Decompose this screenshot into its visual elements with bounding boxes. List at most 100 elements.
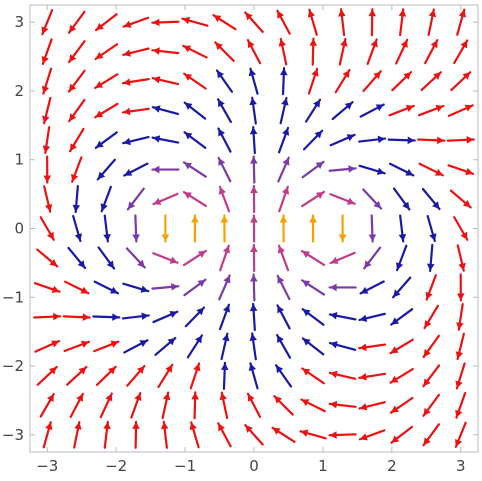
field-arrow: [447, 164, 475, 176]
field-arrow: [39, 392, 55, 418]
field-arrow: [181, 16, 209, 27]
field-arrow: [94, 43, 119, 61]
field-arrow: [249, 332, 257, 361]
field-arrow: [183, 72, 207, 90]
field-arrow: [309, 37, 318, 66]
field-arrow: [334, 68, 351, 94]
field-arrow: [358, 429, 386, 441]
field-arrow: [151, 18, 180, 27]
field-arrow: [68, 127, 85, 153]
field-arrow: [390, 425, 414, 444]
field-arrow: [329, 251, 356, 265]
field-arrow: [300, 398, 326, 413]
field-arrow: [328, 341, 357, 351]
field-arrow: [300, 249, 326, 266]
field-arrow: [183, 131, 207, 149]
field-arrow: [304, 98, 322, 123]
field-arrow: [191, 391, 199, 420]
field-arrow: [358, 135, 387, 144]
field-arrow: [328, 431, 357, 439]
field-arrow: [151, 165, 180, 174]
field-arrow: [126, 187, 145, 211]
field-arrow: [217, 156, 232, 183]
field-arrow: [151, 135, 180, 144]
field-arrow: [418, 162, 444, 177]
field-arrow: [338, 37, 348, 66]
x-tick-label: −1: [174, 457, 196, 475]
field-arrow: [250, 273, 258, 302]
field-arrow: [417, 136, 446, 145]
field-arrow: [72, 184, 81, 214]
field-arrow: [94, 13, 118, 32]
field-arrow: [36, 365, 58, 386]
field-arrow: [217, 422, 232, 448]
field-arrow: [151, 283, 180, 291]
field-arrow: [391, 71, 413, 92]
field-arrow: [217, 127, 232, 153]
field-arrow: [182, 249, 207, 267]
axis-ticks: [30, 5, 478, 452]
field-arrow: [33, 312, 62, 321]
field-arrow: [43, 155, 52, 184]
field-arrow: [152, 310, 179, 324]
y-tick-label: 2: [14, 82, 24, 100]
field-arrow: [358, 372, 387, 381]
field-arrow: [66, 365, 88, 386]
field-arrow: [455, 362, 466, 390]
field-arrow: [276, 333, 292, 359]
field-arrow: [68, 98, 86, 123]
field-arrow: [422, 393, 441, 417]
field-arrow: [279, 67, 288, 96]
field-arrow: [395, 38, 409, 65]
field-arrow: [366, 38, 378, 65]
field-arrow: [71, 156, 83, 183]
field-arrow: [417, 104, 445, 117]
field-arrow: [453, 216, 469, 241]
field-arrow: [151, 47, 180, 55]
field-arrow: [249, 302, 258, 331]
field-arrow: [67, 69, 86, 93]
field-arrow: [301, 308, 325, 326]
x-tick-label: 3: [456, 457, 466, 475]
x-axis-tick-labels: −3 −2 −1 0 1 2 3: [36, 457, 465, 475]
arrow-field: [33, 8, 475, 449]
field-arrow: [387, 136, 416, 145]
field-arrow: [42, 421, 53, 449]
field-arrow: [62, 313, 91, 321]
y-tick-label: −3: [2, 426, 24, 444]
field-arrow: [182, 191, 208, 208]
field-arrow: [328, 283, 357, 292]
field-arrow: [39, 216, 55, 241]
field-arrow: [100, 185, 112, 213]
field-arrow: [422, 334, 440, 359]
field-arrow: [331, 101, 354, 121]
field-arrow: [447, 104, 474, 117]
field-arrow: [161, 391, 171, 420]
field-arrow: [301, 279, 326, 296]
field-arrow: [392, 276, 412, 299]
field-arrow: [72, 214, 83, 243]
field-arrow: [34, 340, 61, 353]
field-arrow: [307, 67, 319, 95]
field-arrow: [123, 162, 149, 177]
field-arrow: [41, 67, 53, 95]
field-arrow: [422, 423, 441, 447]
field-arrow: [368, 214, 377, 243]
field-arrow: [125, 247, 146, 269]
field-arrow: [183, 278, 207, 297]
field-arrow: [358, 312, 386, 323]
field-arrow: [191, 214, 199, 243]
field-arrow: [250, 214, 258, 243]
x-tick-label: −3: [36, 457, 58, 475]
field-arrow: [122, 135, 150, 146]
field-arrow: [67, 10, 86, 34]
field-arrow: [278, 185, 290, 213]
field-arrow: [126, 364, 146, 387]
field-arrow: [359, 103, 385, 118]
field-arrow: [456, 244, 466, 272]
field-arrow: [277, 126, 290, 154]
field-arrow: [152, 192, 179, 206]
field-arrow: [276, 274, 291, 301]
field-arrow: [455, 391, 467, 419]
field-arrow: [182, 44, 208, 59]
